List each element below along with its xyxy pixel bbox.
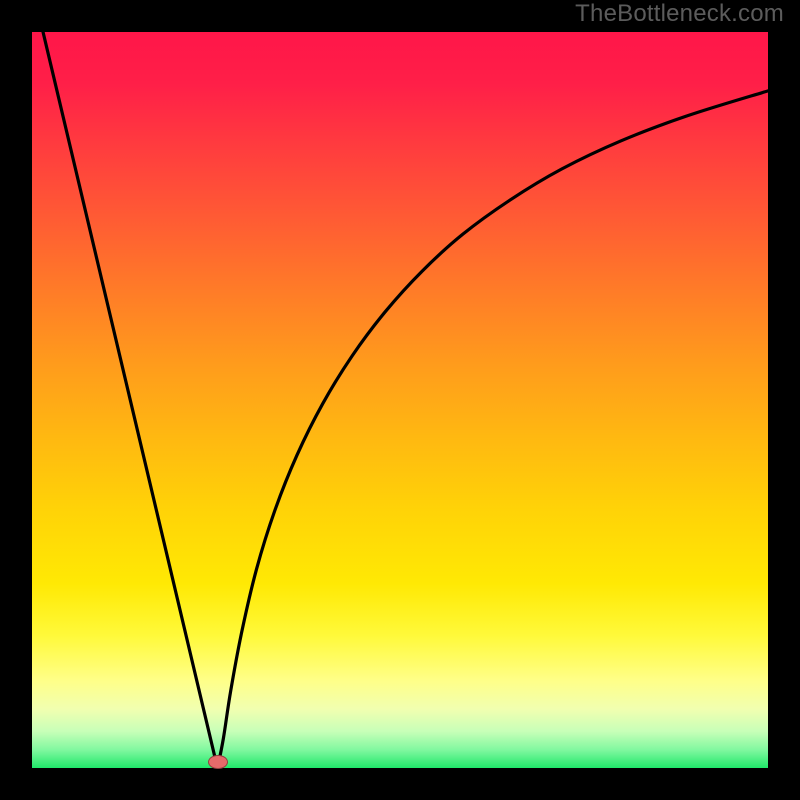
plot-svg	[32, 32, 768, 768]
watermark-text: TheBottleneck.com	[575, 0, 784, 28]
plot-area	[32, 32, 768, 768]
minimum-marker	[208, 755, 228, 769]
bottleneck-curve	[43, 32, 768, 768]
chart-canvas: TheBottleneck.com	[0, 0, 800, 800]
